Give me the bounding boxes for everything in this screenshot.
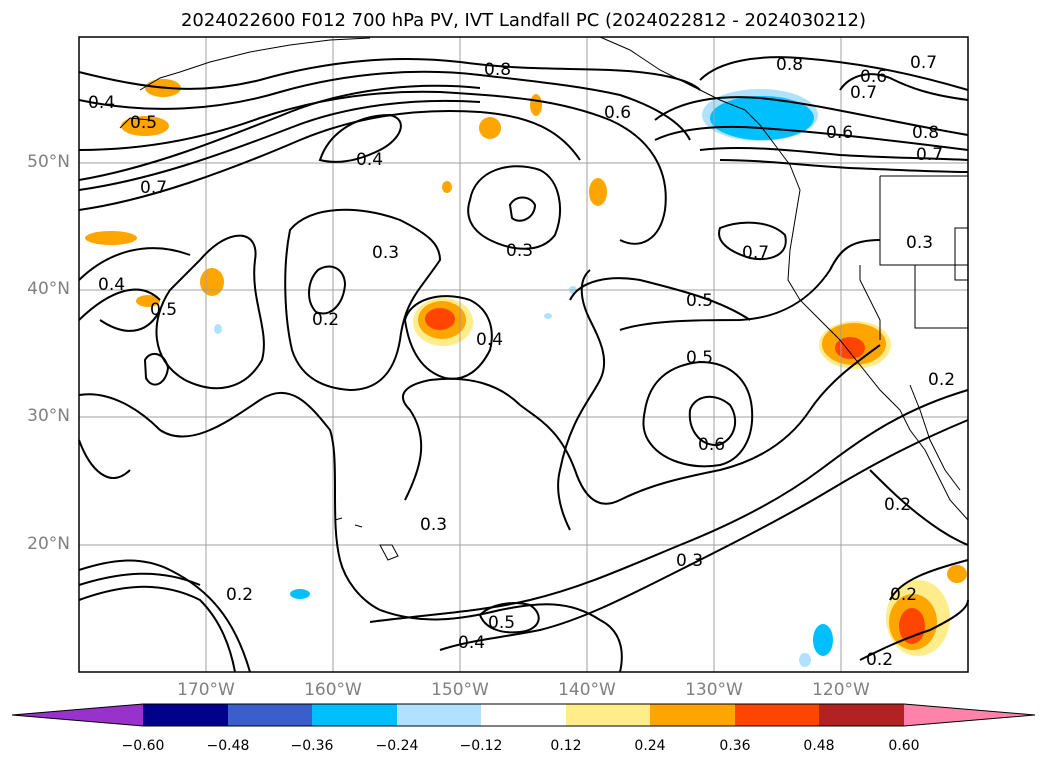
map-frame	[78, 36, 969, 673]
warm-anomaly	[136, 295, 160, 307]
warm-anomaly	[121, 116, 169, 136]
contour-label: 0.3	[372, 243, 399, 263]
warm-anomaly	[835, 337, 865, 359]
colorbar-tick-label: 0.60	[888, 738, 920, 754]
contour-label: 0.3	[906, 233, 933, 253]
lat-label: 20°N	[27, 534, 70, 554]
colorbar-segment	[650, 704, 735, 726]
cold-anomaly	[813, 624, 833, 656]
contour-label: 0.2	[884, 495, 911, 515]
contour-labels: 0.8 0.6 0.8 0.6 0.7 0.7 0.6 0.8 0.7 0.4 …	[88, 53, 955, 670]
colorbar-outline	[11, 703, 1036, 727]
contour-label: 0.7	[916, 145, 943, 165]
warm-anomaly	[530, 94, 542, 116]
contour-label: 0.8	[912, 123, 939, 143]
contour-label: 0.5	[130, 113, 157, 133]
warm-anomaly	[479, 117, 501, 139]
colorbar	[11, 703, 1036, 727]
lon-label: 150°W	[431, 680, 489, 700]
contour-label: 0.4	[98, 275, 125, 295]
lat-label: 30°N	[27, 406, 70, 426]
contour-label: 0.8	[776, 55, 803, 75]
colorbar-tick-label: 0.24	[634, 738, 666, 754]
colorbar-segment	[481, 704, 566, 726]
colorbar-segment	[735, 704, 819, 726]
contour-label: 0.8	[484, 60, 511, 80]
cold-anomaly	[544, 313, 552, 319]
contour-label: 0.5	[686, 291, 713, 311]
contour-label: 0.3	[506, 241, 533, 261]
warm-anomaly	[589, 178, 607, 206]
contour-label: 0.4	[88, 93, 115, 113]
cold-anomaly	[214, 324, 222, 334]
contour-label: 0.6	[698, 435, 725, 455]
warm-anomaly	[85, 231, 137, 245]
pv-contours	[78, 56, 969, 673]
contour-label: 0.7	[140, 178, 167, 198]
colorbar-tick-label: −0.60	[121, 738, 165, 754]
contour-label: 0.7	[910, 53, 937, 73]
contour-label: 0.6	[826, 123, 853, 143]
colorbar-tick-label: −0.48	[206, 738, 250, 754]
contour-label: 0.6	[604, 103, 631, 123]
colorbar-tick-label: 0.12	[550, 738, 582, 754]
contour-label: 0.2	[890, 585, 917, 605]
lon-label: 120°W	[812, 680, 870, 700]
contour-label: 0.3	[676, 551, 703, 571]
colorbar-tick-label: 0.48	[803, 738, 835, 754]
lat-label: 50°N	[27, 152, 70, 172]
warm-anomaly	[442, 181, 452, 193]
contour-label: 0.7	[742, 243, 769, 263]
colorbar-segment	[819, 704, 904, 726]
cold-anomaly	[799, 653, 811, 667]
colorbar-segment	[143, 704, 228, 726]
lon-label: 130°W	[685, 680, 743, 700]
colorbar-extension-high	[904, 704, 1035, 726]
colorbar-tick-label: −0.36	[290, 738, 334, 754]
colorbar-tick-label: −0.12	[459, 738, 503, 754]
contour-label: 0.2	[226, 585, 253, 605]
contour-label: 0.5	[686, 348, 713, 368]
warm-anomaly	[200, 268, 224, 296]
colorbar-segment	[566, 704, 650, 726]
lon-label: 170°W	[177, 680, 235, 700]
lon-label: 140°W	[558, 680, 616, 700]
gridlines	[79, 37, 968, 672]
colorbar-segment	[312, 704, 397, 726]
contour-label: 0.4	[356, 150, 383, 170]
lon-label: 160°W	[304, 680, 362, 700]
map-title: 2024022600 F012 700 hPa PV, IVT Landfall…	[180, 10, 867, 31]
shaded-anomalies	[85, 79, 967, 667]
lat-label: 40°N	[27, 279, 70, 299]
contour-label: 0.5	[150, 300, 177, 320]
colorbar-segment	[397, 704, 481, 726]
contour-label: 0.4	[476, 330, 503, 350]
warm-anomaly	[899, 608, 925, 644]
contour-label: 0.7	[850, 83, 877, 103]
colorbar-segment	[228, 704, 312, 726]
cold-anomaly	[710, 96, 814, 140]
contour-label: 0.5	[488, 613, 515, 633]
warm-anomaly	[947, 565, 967, 583]
cold-anomaly	[290, 589, 310, 599]
contour-label: 0.2	[312, 310, 339, 330]
contour-label: 0.2	[866, 650, 893, 670]
colorbar-tick-label: −0.24	[375, 738, 419, 754]
colorbar-tick-label: 0.36	[719, 738, 751, 754]
contour-label: 0.4	[458, 633, 485, 653]
contour-label: 0.3	[420, 515, 447, 535]
contour-label: 0.2	[928, 370, 955, 390]
warm-anomaly	[425, 308, 455, 330]
contour-label: 0.6	[860, 67, 887, 87]
colorbar-extension-low	[12, 704, 143, 726]
